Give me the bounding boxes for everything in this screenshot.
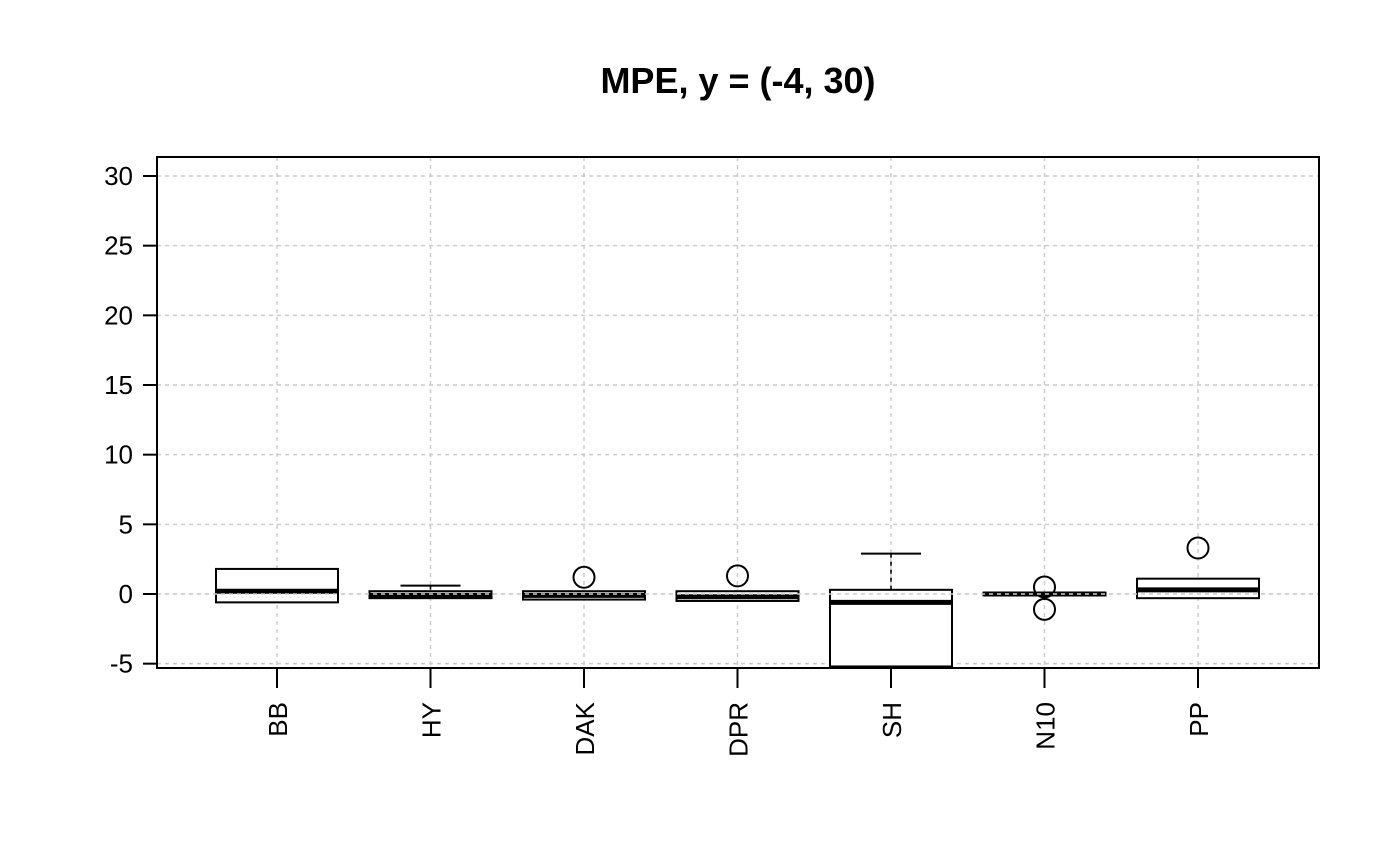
y-tick-label: 25 [104, 231, 133, 261]
outlier-point [1186, 536, 1210, 560]
box-body [215, 567, 339, 604]
y-tick-label: 10 [104, 440, 133, 470]
chart-title: MPE, y = (-4, 30) [600, 60, 875, 101]
x-tick-label: N10 [1031, 702, 1061, 750]
axis-layer: 30 25 20 15 10 5 0 -5 BB HY DAK DPR SH N10 PP [104, 161, 1214, 757]
y-tick-label: 20 [104, 300, 133, 330]
outlier-point [726, 564, 749, 588]
x-tick-label: HY [417, 702, 447, 738]
box-layer [157, 536, 1319, 668]
box-dpr [675, 564, 800, 602]
y-tick-label: 5 [119, 509, 133, 539]
box-sh [829, 552, 953, 668]
y-tick-label: 30 [104, 161, 133, 191]
x-tick-label: PP [1184, 702, 1214, 737]
box-dak [522, 565, 646, 601]
x-tick-label: DAK [570, 701, 600, 755]
box-hy [368, 584, 493, 600]
y-tick-label: -5 [110, 649, 133, 679]
x-tick-label: BB [263, 702, 293, 737]
box-bb [215, 567, 339, 604]
outlier-point [1033, 597, 1056, 621]
y-tick-label: 15 [104, 370, 133, 400]
x-tick-label: DPR [724, 702, 754, 757]
y-tick-label: 0 [119, 579, 133, 609]
x-tick-label: SH [877, 702, 907, 738]
outlier-point [572, 565, 596, 589]
outlier-point [1033, 575, 1056, 599]
